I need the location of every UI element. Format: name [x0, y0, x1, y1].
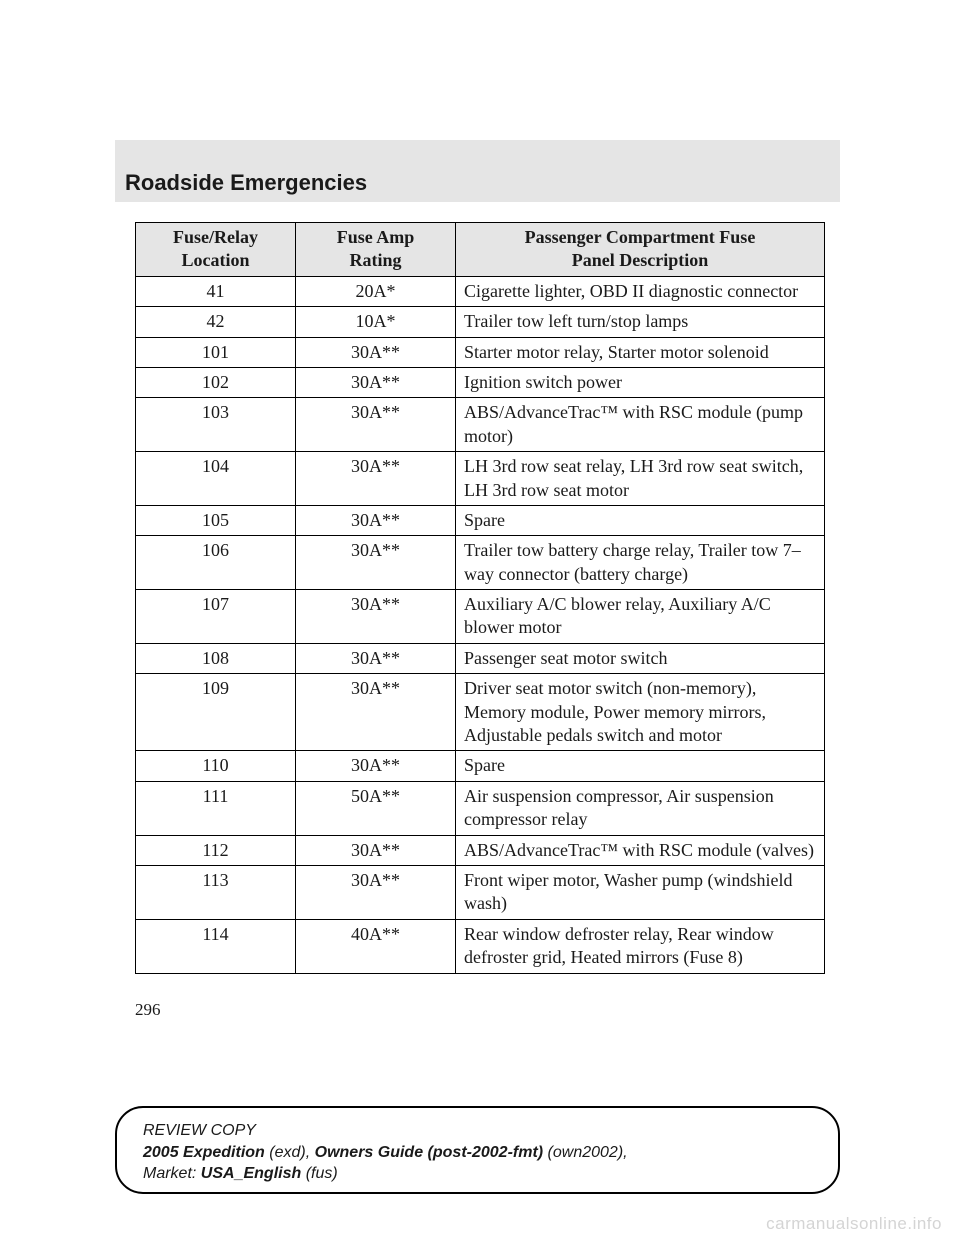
cell-location: 41 [136, 276, 296, 306]
cell-amp: 30A** [296, 505, 456, 535]
cell-amp: 20A* [296, 276, 456, 306]
table-row: 11330A**Front wiper motor, Washer pump (… [136, 865, 825, 919]
footer-line1: REVIEW COPY [143, 1120, 812, 1142]
table-row: 10630A**Trailer tow battery charge relay… [136, 536, 825, 590]
cell-amp: 30A** [296, 398, 456, 452]
cell-amp: 30A** [296, 337, 456, 367]
table-row: 10530A**Spare [136, 505, 825, 535]
table-row: 10430A**LH 3rd row seat relay, LH 3rd ro… [136, 452, 825, 506]
col-header-text: Rating [349, 250, 401, 270]
watermark: carmanualsonline.info [766, 1214, 942, 1234]
cell-amp: 30A** [296, 590, 456, 644]
cell-location: 114 [136, 919, 296, 973]
cell-location: 105 [136, 505, 296, 535]
table-row: 10830A**Passenger seat motor switch [136, 643, 825, 673]
cell-location: 113 [136, 865, 296, 919]
cell-description: Driver seat motor switch (non-memory), M… [456, 674, 825, 751]
cell-description: Spare [456, 751, 825, 781]
cell-description: Trailer tow left turn/stop lamps [456, 307, 825, 337]
fuse-table: Fuse/Relay Location Fuse Amp Rating Pass… [135, 222, 825, 974]
cell-location: 101 [136, 337, 296, 367]
cell-location: 110 [136, 751, 296, 781]
col-header-text: Panel Description [572, 250, 709, 270]
cell-location: 109 [136, 674, 296, 751]
cell-description: ABS/AdvanceTrac™ with RSC module (pump m… [456, 398, 825, 452]
cell-amp: 50A** [296, 781, 456, 835]
cell-location: 106 [136, 536, 296, 590]
footer-line3: Market: USA_English (fus) [143, 1163, 812, 1185]
cell-amp: 30A** [296, 674, 456, 751]
table-row: 10730A**Auxiliary A/C blower relay, Auxi… [136, 590, 825, 644]
table-row: 10930A**Driver seat motor switch (non-me… [136, 674, 825, 751]
cell-amp: 30A** [296, 865, 456, 919]
fuse-table-body: 4120A*Cigarette lighter, OBD II diagnost… [136, 276, 825, 973]
cell-location: 111 [136, 781, 296, 835]
cell-description: Cigarette lighter, OBD II diagnostic con… [456, 276, 825, 306]
page: Roadside Emergencies Fuse/Relay Location… [0, 0, 960, 1242]
col-header-amp: Fuse Amp Rating [296, 223, 456, 277]
cell-amp: 30A** [296, 751, 456, 781]
cell-amp: 40A** [296, 919, 456, 973]
table-row: 11230A**ABS/AdvanceTrac™ with RSC module… [136, 835, 825, 865]
footer-box: REVIEW COPY 2005 Expedition (exd), Owner… [115, 1106, 840, 1194]
cell-location: 102 [136, 367, 296, 397]
table-row: 10330A**ABS/AdvanceTrac™ with RSC module… [136, 398, 825, 452]
col-header-location: Fuse/Relay Location [136, 223, 296, 277]
footer-text: Market: [143, 1165, 201, 1182]
cell-description: Air suspension compressor, Air suspensio… [456, 781, 825, 835]
footer-text: Owners Guide (post-2002-fmt) [315, 1144, 543, 1161]
section-title: Roadside Emergencies [125, 170, 367, 196]
table-row: 4210A*Trailer tow left turn/stop lamps [136, 307, 825, 337]
footer-text: (exd), [265, 1144, 315, 1161]
cell-location: 103 [136, 398, 296, 452]
cell-description: Auxiliary A/C blower relay, Auxiliary A/… [456, 590, 825, 644]
table-row: 11030A**Spare [136, 751, 825, 781]
fuse-table-container: Fuse/Relay Location Fuse Amp Rating Pass… [135, 222, 825, 974]
cell-amp: 30A** [296, 452, 456, 506]
footer-text: USA_English [201, 1165, 301, 1182]
footer-text: (fus) [301, 1165, 337, 1182]
cell-location: 108 [136, 643, 296, 673]
table-header-row: Fuse/Relay Location Fuse Amp Rating Pass… [136, 223, 825, 277]
col-header-text: Passenger Compartment Fuse [525, 227, 756, 247]
cell-description: Passenger seat motor switch [456, 643, 825, 673]
cell-description: Spare [456, 505, 825, 535]
footer-text: (own2002), [543, 1144, 628, 1161]
cell-amp: 10A* [296, 307, 456, 337]
cell-amp: 30A** [296, 536, 456, 590]
cell-amp: 30A** [296, 367, 456, 397]
col-header-text: Fuse Amp [337, 227, 415, 247]
cell-amp: 30A** [296, 835, 456, 865]
table-row: 10130A**Starter motor relay, Starter mot… [136, 337, 825, 367]
section-header-bar: Roadside Emergencies [115, 140, 840, 202]
cell-description: Starter motor relay, Starter motor solen… [456, 337, 825, 367]
col-header-text: Fuse/Relay [173, 227, 258, 247]
footer-text: 2005 Expedition [143, 1144, 265, 1161]
cell-description: Ignition switch power [456, 367, 825, 397]
cell-location: 42 [136, 307, 296, 337]
table-row: 4120A*Cigarette lighter, OBD II diagnost… [136, 276, 825, 306]
col-header-description: Passenger Compartment Fuse Panel Descrip… [456, 223, 825, 277]
table-row: 10230A**Ignition switch power [136, 367, 825, 397]
cell-location: 107 [136, 590, 296, 644]
cell-description: Rear window defroster relay, Rear window… [456, 919, 825, 973]
table-row: 11150A**Air suspension compressor, Air s… [136, 781, 825, 835]
cell-description: LH 3rd row seat relay, LH 3rd row seat s… [456, 452, 825, 506]
cell-description: Trailer tow battery charge relay, Traile… [456, 536, 825, 590]
page-number: 296 [135, 1000, 161, 1020]
cell-description: ABS/AdvanceTrac™ with RSC module (valves… [456, 835, 825, 865]
footer-line2: 2005 Expedition (exd), Owners Guide (pos… [143, 1142, 812, 1164]
cell-location: 104 [136, 452, 296, 506]
cell-description: Front wiper motor, Washer pump (windshie… [456, 865, 825, 919]
cell-location: 112 [136, 835, 296, 865]
table-row: 11440A**Rear window defroster relay, Rea… [136, 919, 825, 973]
col-header-text: Location [181, 250, 249, 270]
cell-amp: 30A** [296, 643, 456, 673]
